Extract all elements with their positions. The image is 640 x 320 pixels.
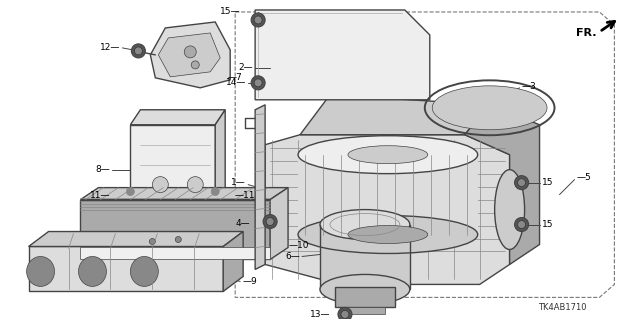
Circle shape bbox=[251, 76, 265, 90]
Circle shape bbox=[263, 215, 277, 228]
Text: —3: —3 bbox=[522, 82, 536, 91]
Polygon shape bbox=[223, 232, 243, 292]
Text: —10: —10 bbox=[288, 241, 308, 250]
Text: 4—: 4— bbox=[236, 219, 250, 228]
Polygon shape bbox=[335, 287, 395, 308]
Circle shape bbox=[126, 188, 134, 196]
Ellipse shape bbox=[432, 86, 547, 130]
Circle shape bbox=[266, 218, 274, 226]
Ellipse shape bbox=[495, 170, 525, 250]
Text: 15—: 15— bbox=[220, 7, 240, 16]
Text: FR.: FR. bbox=[576, 28, 596, 38]
Polygon shape bbox=[300, 95, 490, 135]
Ellipse shape bbox=[348, 226, 428, 244]
Circle shape bbox=[341, 310, 349, 318]
Polygon shape bbox=[29, 246, 223, 292]
Ellipse shape bbox=[298, 216, 477, 253]
Ellipse shape bbox=[298, 136, 477, 174]
Circle shape bbox=[175, 236, 181, 243]
Circle shape bbox=[134, 47, 142, 55]
Polygon shape bbox=[270, 188, 288, 260]
Ellipse shape bbox=[79, 256, 106, 286]
Text: TK4AB1710: TK4AB1710 bbox=[538, 303, 586, 312]
Circle shape bbox=[184, 46, 196, 58]
Ellipse shape bbox=[320, 210, 410, 239]
Circle shape bbox=[518, 220, 525, 228]
Circle shape bbox=[131, 44, 145, 58]
Circle shape bbox=[515, 176, 529, 190]
Text: 12—: 12— bbox=[100, 44, 120, 52]
Ellipse shape bbox=[131, 256, 158, 286]
Text: 1—: 1— bbox=[232, 178, 246, 187]
Circle shape bbox=[338, 308, 352, 320]
Polygon shape bbox=[150, 22, 230, 88]
Polygon shape bbox=[255, 10, 430, 100]
Polygon shape bbox=[158, 33, 220, 77]
Polygon shape bbox=[298, 155, 477, 235]
Ellipse shape bbox=[348, 146, 428, 164]
Circle shape bbox=[515, 218, 529, 232]
Polygon shape bbox=[215, 110, 225, 220]
Polygon shape bbox=[320, 225, 410, 289]
Text: 15: 15 bbox=[541, 220, 553, 229]
Text: 14—: 14— bbox=[226, 78, 246, 87]
Polygon shape bbox=[265, 135, 509, 284]
Polygon shape bbox=[465, 105, 540, 264]
Text: —7: —7 bbox=[227, 73, 242, 82]
Polygon shape bbox=[131, 125, 215, 220]
Text: 13—: 13— bbox=[310, 310, 330, 319]
Circle shape bbox=[152, 177, 168, 193]
Polygon shape bbox=[175, 220, 185, 239]
Circle shape bbox=[254, 79, 262, 87]
Circle shape bbox=[518, 179, 525, 187]
Polygon shape bbox=[345, 308, 385, 314]
Circle shape bbox=[149, 238, 156, 244]
Text: 6—: 6— bbox=[285, 252, 300, 261]
Polygon shape bbox=[29, 232, 243, 246]
Text: 11—: 11— bbox=[90, 191, 111, 200]
Polygon shape bbox=[131, 110, 225, 125]
Text: —5: —5 bbox=[577, 173, 591, 182]
Ellipse shape bbox=[27, 256, 54, 286]
Circle shape bbox=[134, 47, 142, 55]
Ellipse shape bbox=[320, 275, 410, 304]
Text: 2—: 2— bbox=[239, 63, 253, 72]
Text: —11: —11 bbox=[234, 191, 255, 200]
Circle shape bbox=[191, 61, 199, 69]
Polygon shape bbox=[255, 105, 265, 269]
Polygon shape bbox=[148, 220, 158, 242]
Circle shape bbox=[251, 13, 265, 27]
Polygon shape bbox=[81, 247, 270, 260]
Text: —9: —9 bbox=[242, 277, 257, 286]
Text: 15: 15 bbox=[541, 178, 553, 187]
Circle shape bbox=[211, 188, 220, 196]
Text: 8—: 8— bbox=[95, 165, 111, 174]
Circle shape bbox=[254, 16, 262, 24]
Polygon shape bbox=[81, 200, 270, 260]
Polygon shape bbox=[81, 188, 288, 200]
Circle shape bbox=[188, 177, 204, 193]
